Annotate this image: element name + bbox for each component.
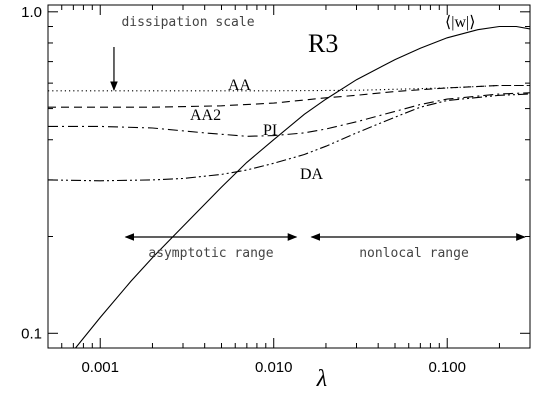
x-tick-label: 0.001 [81,359,119,376]
dissipation-scale-label: dissipation scale [121,15,254,30]
axis-ticks: 0.001 0.010 0.100 0.1 1.0 [21,4,530,376]
annotation-layer: dissipation scale asymptotic range nonloca… [110,15,526,261]
y-tick-label: 0.1 [21,325,42,342]
series-label-pi: PI [263,122,277,139]
series-label-aa: AA [228,77,252,94]
series-line-aa2 [48,84,530,108]
series-label-aa2: AA2 [190,107,221,124]
series-layer: ⟨|w|⟩ AA AA2 PI DA [48,14,530,348]
plot-frame [47,4,531,349]
x-axis-label: λ [316,366,327,392]
x-tick-label: 0.010 [255,359,293,376]
series-line-w-mean [75,25,530,348]
nonlocal-range-label: nonlocal range [359,246,469,261]
y-tick-label: 1.0 [21,4,42,21]
series-line-da [48,93,530,182]
series-label-w-mean: ⟨|w|⟩ [445,14,475,31]
series-label-da: DA [300,166,324,183]
series-line-aa [48,84,530,92]
asymptotic-range-label: asymptotic range [148,246,273,261]
series-line-pi [48,92,530,137]
x-tick-label: 0.100 [428,359,466,376]
chart-title: R3 [308,29,338,58]
